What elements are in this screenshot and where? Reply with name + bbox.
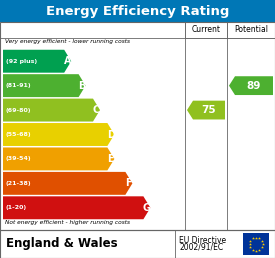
Bar xyxy=(185,22,227,38)
Text: G: G xyxy=(143,203,151,213)
Text: 89: 89 xyxy=(247,81,261,91)
Text: E: E xyxy=(108,154,114,164)
Bar xyxy=(0,22,275,38)
Text: EU Directive: EU Directive xyxy=(179,236,226,245)
Text: B: B xyxy=(78,81,86,91)
Text: (39-54): (39-54) xyxy=(6,156,32,162)
Text: (81-91): (81-91) xyxy=(6,83,32,88)
Text: England & Wales: England & Wales xyxy=(6,238,118,251)
Text: Not energy efficient - higher running costs: Not energy efficient - higher running co… xyxy=(5,220,130,225)
Text: C: C xyxy=(93,105,100,115)
Text: A: A xyxy=(64,56,72,66)
Text: D: D xyxy=(107,130,115,140)
Polygon shape xyxy=(3,148,114,170)
Text: Energy Efficiency Rating: Energy Efficiency Rating xyxy=(46,4,229,18)
Bar xyxy=(0,230,275,258)
Text: (69-80): (69-80) xyxy=(6,108,32,112)
Polygon shape xyxy=(3,196,150,219)
Bar xyxy=(0,22,275,230)
Polygon shape xyxy=(187,101,225,119)
Text: Current: Current xyxy=(191,26,221,35)
Bar xyxy=(227,22,275,38)
Polygon shape xyxy=(3,99,100,122)
Text: (55-68): (55-68) xyxy=(6,132,32,137)
Bar xyxy=(0,22,275,230)
Text: (1-20): (1-20) xyxy=(6,205,27,210)
Text: 2002/91/EC: 2002/91/EC xyxy=(179,243,223,252)
Polygon shape xyxy=(3,172,132,195)
Bar xyxy=(243,233,269,255)
Text: (92 plus): (92 plus) xyxy=(6,59,37,64)
Text: 75: 75 xyxy=(202,105,216,115)
Polygon shape xyxy=(3,74,86,97)
Polygon shape xyxy=(3,123,114,146)
Polygon shape xyxy=(229,76,273,95)
Text: F: F xyxy=(126,178,132,188)
Text: Very energy efficient - lower running costs: Very energy efficient - lower running co… xyxy=(5,39,130,44)
Text: Potential: Potential xyxy=(234,26,268,35)
Text: (21-38): (21-38) xyxy=(6,181,32,186)
Bar xyxy=(0,0,275,22)
Polygon shape xyxy=(3,50,71,73)
